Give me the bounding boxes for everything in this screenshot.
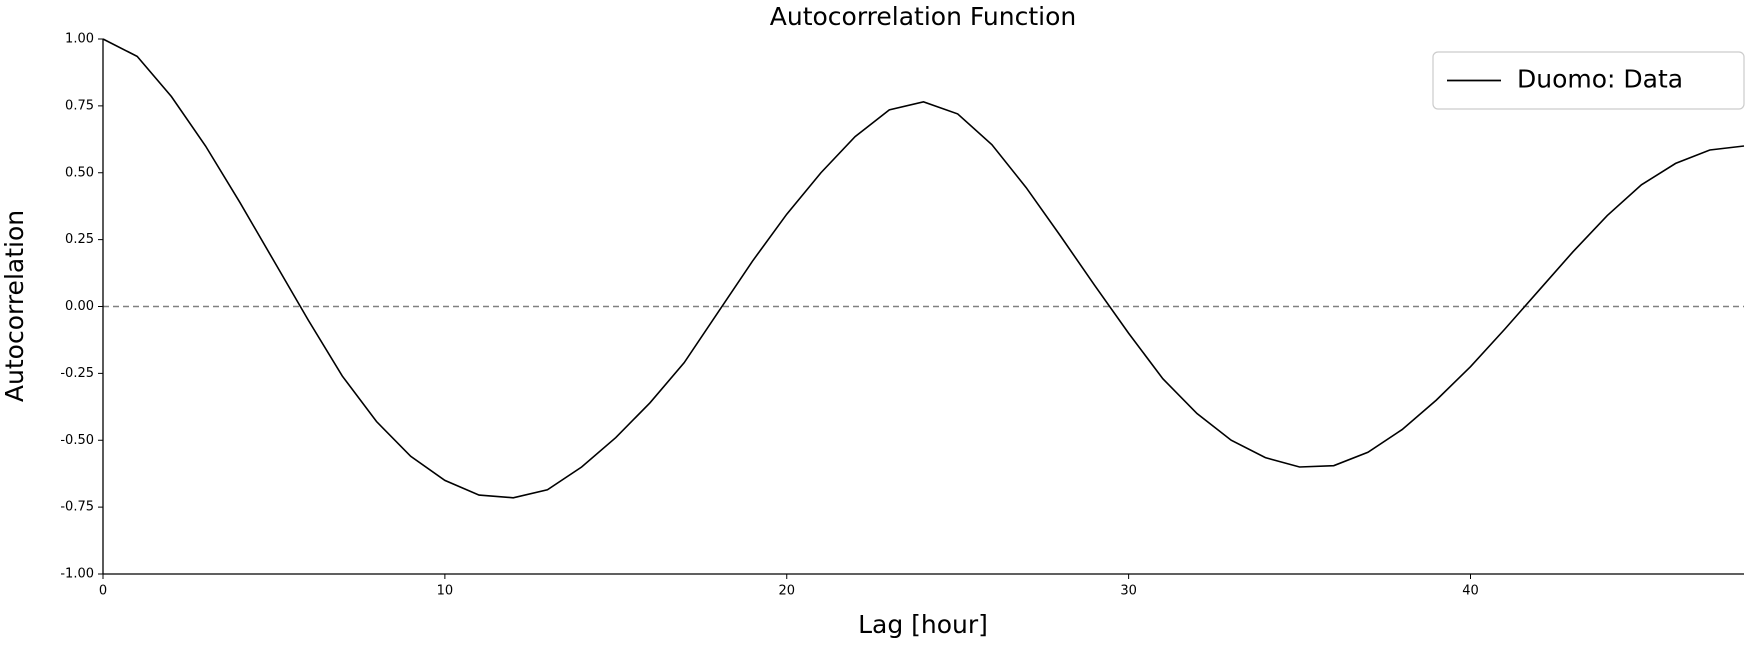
x-tick-label: 20 [778,584,795,599]
chart-title: Autocorrelation Function [770,2,1076,31]
legend-box [1432,51,1745,110]
legend-label: Duomo: Data [1517,65,1683,94]
x-tick-label: 40 [1462,584,1479,599]
y-tick-label: -1.00 [60,567,94,582]
y-tick-label: 1.00 [65,32,94,47]
y-tick-label: -0.50 [60,433,94,448]
x-tick-label: 30 [1120,584,1137,599]
data-line [102,38,1745,499]
y-tick-label: 0.25 [65,232,94,247]
x-axis-label: Lag [hour] [858,610,988,639]
x-tick-label: 0 [99,584,107,599]
y-tick-label: 0.00 [65,299,94,314]
y-axis-label: Autocorrelation [0,210,29,402]
y-tick-label: -0.25 [60,366,94,381]
x-tick-label: 10 [437,584,454,599]
y-tick-label: -0.75 [60,500,94,515]
y-tick-label: 0.75 [65,98,94,113]
y-tick-label: 0.50 [65,165,94,180]
